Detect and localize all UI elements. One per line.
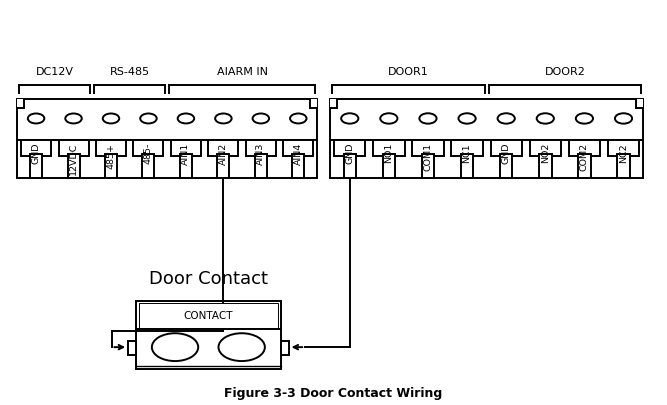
Circle shape <box>380 114 398 124</box>
Text: NO2: NO2 <box>541 143 550 163</box>
Bar <box>578 155 591 179</box>
Bar <box>422 155 434 179</box>
Bar <box>530 141 561 157</box>
Text: AIN3: AIN3 <box>256 143 265 165</box>
Bar <box>292 155 304 179</box>
Circle shape <box>290 114 307 124</box>
Text: RS-485: RS-485 <box>109 67 150 77</box>
Text: Figure 3-3 Door Contact Wiring: Figure 3-3 Door Contact Wiring <box>224 386 443 399</box>
Circle shape <box>615 114 632 124</box>
Bar <box>30 155 42 179</box>
Text: DOOR2: DOOR2 <box>544 67 586 77</box>
Bar <box>617 155 630 179</box>
Text: AIN1: AIN1 <box>181 143 190 165</box>
Circle shape <box>140 114 157 124</box>
Text: COM2: COM2 <box>580 143 589 171</box>
Bar <box>569 141 600 157</box>
Bar <box>21 141 51 157</box>
Bar <box>96 141 126 157</box>
Circle shape <box>341 114 358 124</box>
Bar <box>17 99 317 141</box>
Text: COM1: COM1 <box>424 143 432 171</box>
Bar <box>208 141 238 157</box>
Bar <box>310 99 317 109</box>
Text: AIN4: AIN4 <box>293 143 303 165</box>
Bar <box>374 141 404 157</box>
Text: 485+: 485+ <box>107 143 115 168</box>
Circle shape <box>177 114 194 124</box>
Text: GND: GND <box>346 143 354 164</box>
Circle shape <box>65 114 82 124</box>
Ellipse shape <box>219 333 265 361</box>
Text: NC2: NC2 <box>619 143 628 162</box>
Circle shape <box>420 114 437 124</box>
Bar <box>283 141 313 157</box>
Circle shape <box>498 114 515 124</box>
Bar <box>608 141 639 157</box>
Circle shape <box>28 114 44 124</box>
Text: NO1: NO1 <box>384 143 394 163</box>
Bar <box>500 155 512 179</box>
Text: 485-: 485- <box>144 143 153 164</box>
Bar <box>281 341 289 355</box>
Bar <box>330 141 643 179</box>
Circle shape <box>576 114 593 124</box>
Bar <box>136 329 281 369</box>
Bar <box>344 155 356 179</box>
Text: DC12V: DC12V <box>36 67 74 77</box>
Bar <box>539 155 552 179</box>
Bar <box>139 303 278 328</box>
Text: AIN2: AIN2 <box>219 143 228 165</box>
Ellipse shape <box>152 333 198 361</box>
Bar <box>17 141 317 179</box>
Bar <box>143 155 155 179</box>
Text: DOOR1: DOOR1 <box>388 67 429 77</box>
Bar <box>490 141 522 157</box>
Bar <box>452 141 483 157</box>
Circle shape <box>537 114 554 124</box>
Bar <box>17 99 24 109</box>
Bar <box>383 155 395 179</box>
Bar <box>412 141 444 157</box>
Bar <box>171 141 201 157</box>
Bar <box>636 99 643 109</box>
Bar <box>217 155 229 179</box>
Bar <box>59 141 89 157</box>
Bar <box>334 141 366 157</box>
Text: Door Contact: Door Contact <box>149 270 268 288</box>
Circle shape <box>458 114 476 124</box>
Text: AIARM IN: AIARM IN <box>217 67 267 77</box>
Bar <box>255 155 267 179</box>
Text: GND: GND <box>31 143 41 164</box>
Bar <box>461 155 474 179</box>
Bar <box>246 141 276 157</box>
Text: 12VDC: 12VDC <box>69 143 78 175</box>
Text: GND: GND <box>502 143 511 164</box>
Text: CONTACT: CONTACT <box>183 311 233 320</box>
Circle shape <box>103 114 119 124</box>
Circle shape <box>215 114 231 124</box>
Bar <box>180 155 192 179</box>
Bar <box>330 99 338 109</box>
Text: NC1: NC1 <box>463 143 472 162</box>
Bar <box>105 155 117 179</box>
Bar <box>67 155 79 179</box>
Bar <box>128 341 136 355</box>
Bar <box>133 141 163 157</box>
Bar <box>136 302 281 329</box>
Bar <box>330 99 643 141</box>
Circle shape <box>253 114 269 124</box>
